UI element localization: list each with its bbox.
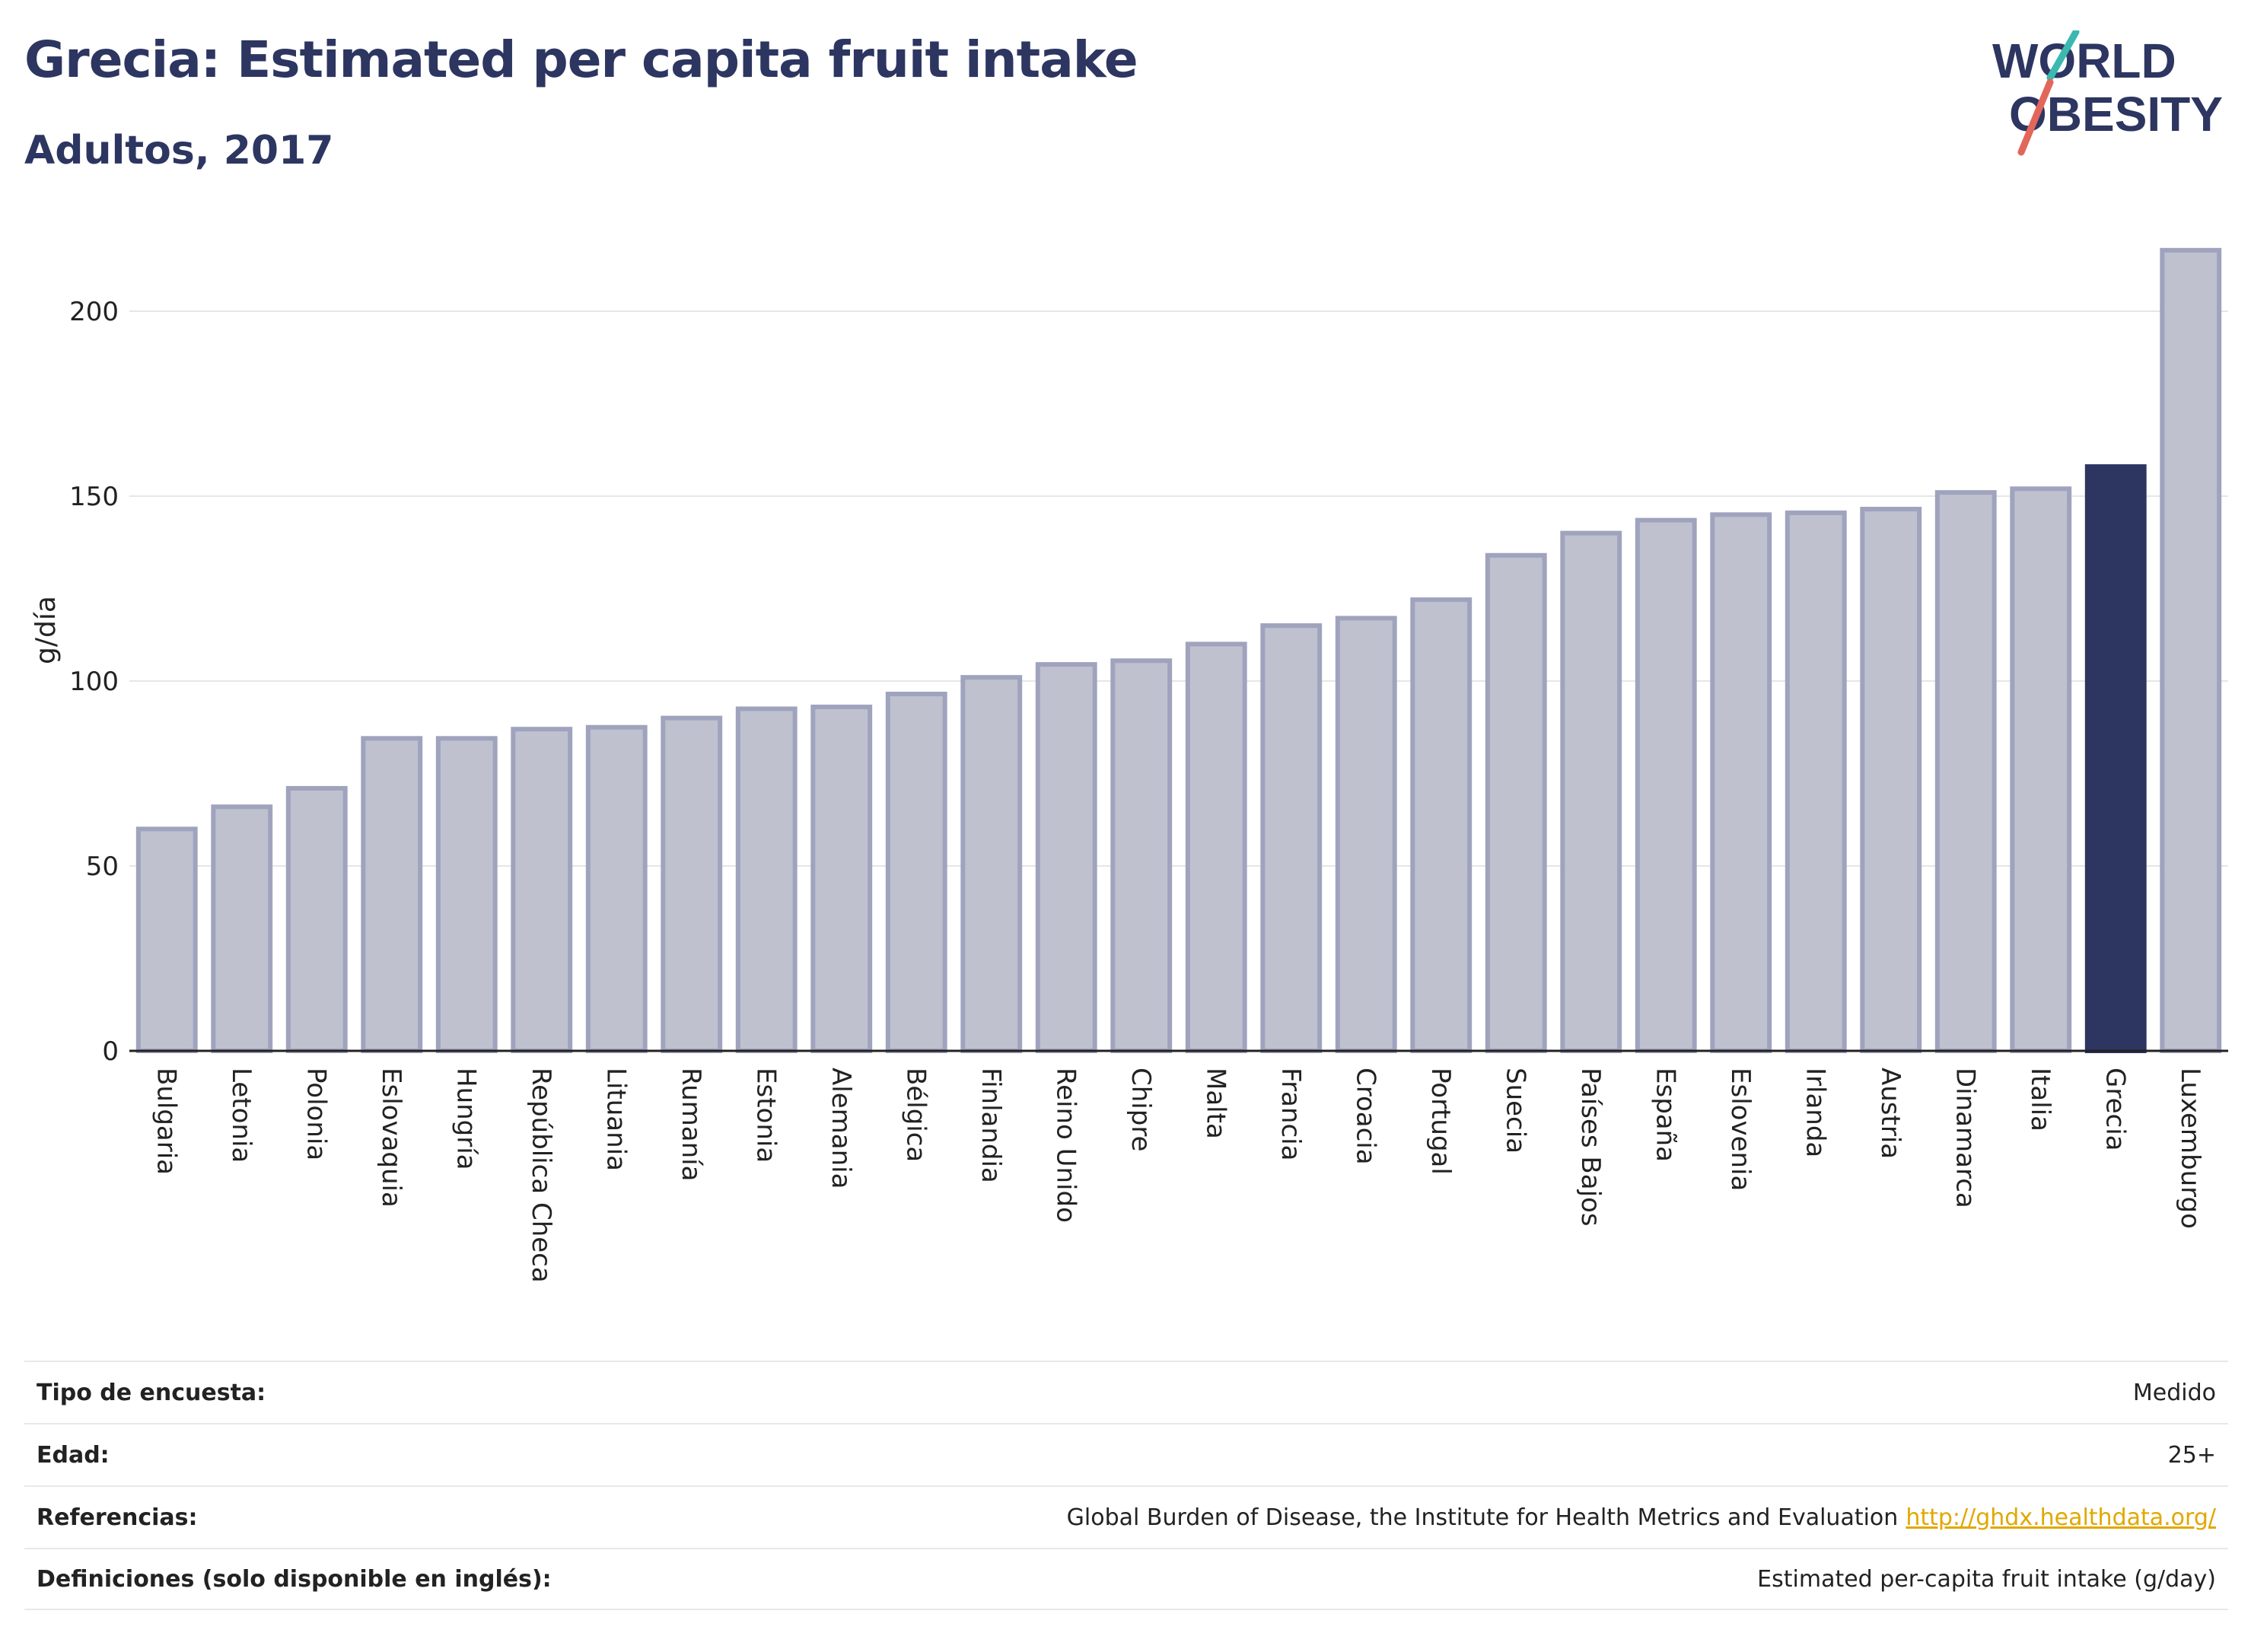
x-tick-label: Suecia bbox=[1500, 1068, 1530, 1154]
x-tick-label: Lituania bbox=[600, 1068, 631, 1171]
y-tick-label: 100 bbox=[69, 667, 119, 697]
x-tick-label: Bélgica bbox=[900, 1068, 931, 1162]
logo-slash-coral bbox=[2017, 78, 2054, 156]
logo-line1: WORLD bbox=[1992, 33, 2176, 88]
info-label: Referencias: bbox=[37, 1504, 198, 1531]
axis-layer: 0 50 100 150 200 Bulgaria Letonia Polonia Eslova… bbox=[69, 297, 2228, 1283]
bar-chart: 0 50 100 150 200 Bulgaria Letonia Polonia Eslova… bbox=[30, 247, 2228, 1283]
x-tick-label: Rumanía bbox=[676, 1068, 706, 1181]
bar-italia[interactable] bbox=[2010, 486, 2072, 1053]
bar-grecia[interactable] bbox=[2084, 464, 2147, 1053]
bar-eslovenia[interactable] bbox=[1710, 512, 1772, 1053]
info-table: Tipo de encuesta: Medido Edad: 25+ Referenci… bbox=[24, 1361, 2228, 1610]
y-tick-label: 200 bbox=[69, 297, 119, 327]
bar-rumanía[interactable] bbox=[661, 715, 723, 1053]
bar-alemania[interactable] bbox=[810, 705, 873, 1054]
x-tick-label: Bulgaria bbox=[151, 1068, 181, 1175]
info-value-text: Global Burden of Disease, the Institute … bbox=[1066, 1504, 1899, 1531]
info-value: 25+ bbox=[2168, 1442, 2216, 1469]
info-value: Estimated per-capita fruit intake (g/day… bbox=[1757, 1566, 2216, 1593]
info-value: Global Burden of Disease, the Institute … bbox=[1067, 1504, 2216, 1531]
bar-bélgica[interactable] bbox=[885, 692, 947, 1053]
x-tick-label: Luxemburgo bbox=[2175, 1068, 2205, 1229]
x-tick-label: Portugal bbox=[1425, 1068, 1456, 1175]
x-tick-label: Francia bbox=[1275, 1068, 1306, 1160]
info-value-text: Estimated per-capita fruit intake (g/day… bbox=[1757, 1565, 2216, 1593]
x-tick-label: Reino Unido bbox=[1050, 1068, 1081, 1223]
x-tick-label: República Checa bbox=[526, 1068, 556, 1283]
y-axis-label: g/día bbox=[30, 596, 62, 664]
bar-lituania[interactable] bbox=[585, 724, 648, 1053]
bar-malta[interactable] bbox=[1185, 641, 1247, 1053]
bar-eslovaquia[interactable] bbox=[361, 736, 423, 1054]
x-tick-label: Eslovaquia bbox=[376, 1068, 406, 1208]
bar-hungría[interactable] bbox=[435, 736, 498, 1054]
info-row: Tipo de encuesta: Medido bbox=[24, 1361, 2228, 1423]
chart-title: Grecia: Estimated per capita fruit intak… bbox=[24, 30, 1138, 89]
x-tick-label: Eslovenia bbox=[1725, 1068, 1756, 1191]
x-tick-label: Estonia bbox=[750, 1068, 781, 1163]
x-tick-label: Grecia bbox=[2100, 1068, 2130, 1151]
x-tick-label: Italia bbox=[2025, 1068, 2055, 1132]
bar-bulgaria[interactable] bbox=[135, 826, 198, 1054]
bar-luxemburgo[interactable] bbox=[2160, 247, 2222, 1053]
y-tick-label: 150 bbox=[69, 482, 119, 512]
x-tick-label: Letonia bbox=[226, 1068, 256, 1163]
bar-layer bbox=[135, 247, 2222, 1054]
info-label: Tipo de encuesta: bbox=[37, 1379, 266, 1406]
info-value-text: 25+ bbox=[2167, 1441, 2216, 1469]
x-tick-label: Países Bajos bbox=[1575, 1068, 1606, 1227]
bar-finlandia[interactable] bbox=[960, 675, 1023, 1053]
info-row: Edad: 25+ bbox=[24, 1423, 2228, 1485]
chart-subtitle: Adultos, 2017 bbox=[24, 128, 334, 173]
bar-polonia[interactable] bbox=[285, 785, 348, 1053]
world-obesity-logo: WORLD OBESITY bbox=[1992, 30, 2223, 156]
info-value-text: Medido bbox=[2132, 1379, 2216, 1406]
bar-países-bajos[interactable] bbox=[1560, 530, 1622, 1053]
bar-chipre[interactable] bbox=[1110, 658, 1173, 1053]
x-tick-label: Polonia bbox=[301, 1068, 331, 1160]
x-tick-label: España bbox=[1650, 1068, 1680, 1162]
x-tick-label: Finlandia bbox=[976, 1068, 1006, 1183]
bar-irlanda[interactable] bbox=[1785, 510, 1847, 1053]
bar-españa[interactable] bbox=[1635, 517, 1697, 1053]
x-tick-label: Chipre bbox=[1126, 1068, 1156, 1151]
info-value: Medido bbox=[2133, 1380, 2216, 1406]
bar-austria[interactable] bbox=[1860, 507, 1922, 1053]
x-tick-label: Dinamarca bbox=[1950, 1068, 1980, 1208]
bar-portugal[interactable] bbox=[1410, 597, 1473, 1053]
info-row: Referencias: Global Burden of Disease, th… bbox=[24, 1485, 2228, 1548]
y-tick-label: 0 bbox=[102, 1036, 119, 1067]
bar-croacia[interactable] bbox=[1335, 616, 1397, 1053]
x-tick-label: Hungría bbox=[451, 1068, 481, 1170]
x-tick-label: Alemania bbox=[826, 1068, 856, 1189]
y-tick-label: 50 bbox=[86, 851, 119, 882]
x-tick-label: Irlanda bbox=[1800, 1068, 1830, 1157]
info-label: Edad: bbox=[37, 1441, 110, 1469]
reference-link[interactable]: http://ghdx.healthdata.org/ bbox=[1906, 1504, 2216, 1531]
bar-francia[interactable] bbox=[1260, 623, 1323, 1053]
bar-república-checa[interactable] bbox=[511, 727, 573, 1053]
logo-slash-teal bbox=[2046, 30, 2080, 81]
info-label: Definiciones (solo disponible en inglés)… bbox=[37, 1565, 552, 1593]
x-tick-label: Austria bbox=[1875, 1068, 1906, 1159]
bar-dinamarca[interactable] bbox=[1934, 490, 1997, 1053]
x-tick-label: Croacia bbox=[1350, 1068, 1380, 1165]
bar-letonia[interactable] bbox=[211, 804, 273, 1053]
bar-estonia[interactable] bbox=[735, 706, 798, 1053]
bar-suecia[interactable] bbox=[1485, 552, 1547, 1053]
info-row: Definiciones (solo disponible en inglés)… bbox=[24, 1548, 2228, 1610]
bar-reino-unido[interactable] bbox=[1035, 662, 1097, 1053]
x-tick-label: Malta bbox=[1200, 1068, 1231, 1139]
